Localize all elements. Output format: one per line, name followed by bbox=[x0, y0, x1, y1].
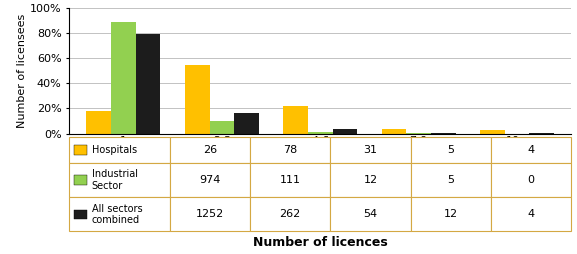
Text: 12: 12 bbox=[364, 175, 377, 185]
Bar bbox=[491, 137, 571, 163]
Bar bbox=[87, 111, 111, 134]
Text: All sectors
combined: All sectors combined bbox=[92, 203, 143, 225]
Text: Hospitals: Hospitals bbox=[92, 145, 137, 155]
Bar bbox=[480, 130, 505, 134]
Text: 12: 12 bbox=[444, 209, 458, 219]
Bar bbox=[170, 163, 250, 197]
Bar bbox=[111, 22, 136, 134]
Text: 4: 4 bbox=[527, 145, 535, 155]
Bar bbox=[411, 163, 491, 197]
Bar bbox=[74, 145, 87, 155]
Bar bbox=[170, 197, 250, 231]
Bar bbox=[406, 133, 431, 134]
Bar bbox=[250, 197, 330, 231]
Bar bbox=[250, 137, 330, 163]
Bar bbox=[74, 210, 87, 219]
Bar bbox=[69, 163, 170, 197]
Bar bbox=[234, 113, 258, 134]
Bar bbox=[431, 133, 456, 134]
Text: 4: 4 bbox=[527, 209, 535, 219]
Text: 5: 5 bbox=[447, 175, 454, 185]
Text: 1252: 1252 bbox=[196, 209, 224, 219]
Text: Industrial
Sector: Industrial Sector bbox=[92, 169, 138, 191]
Bar bbox=[136, 34, 160, 134]
Bar bbox=[530, 133, 554, 134]
Bar bbox=[69, 197, 170, 231]
Bar bbox=[411, 197, 491, 231]
Bar bbox=[332, 129, 357, 134]
Bar bbox=[491, 197, 571, 231]
Bar bbox=[308, 132, 332, 134]
Text: 31: 31 bbox=[364, 145, 377, 155]
Bar bbox=[185, 65, 209, 134]
Bar bbox=[283, 106, 308, 134]
Text: 0: 0 bbox=[527, 175, 534, 185]
Text: 5: 5 bbox=[447, 145, 454, 155]
Text: 262: 262 bbox=[279, 209, 301, 219]
Text: 974: 974 bbox=[199, 175, 220, 185]
Bar bbox=[382, 129, 406, 134]
Bar bbox=[209, 121, 234, 134]
Bar bbox=[69, 137, 170, 163]
Text: 26: 26 bbox=[203, 145, 217, 155]
Bar bbox=[74, 176, 87, 185]
Text: Number of licences: Number of licences bbox=[253, 236, 388, 249]
Y-axis label: Number of licensees: Number of licensees bbox=[17, 13, 27, 128]
Text: 54: 54 bbox=[364, 209, 377, 219]
Bar bbox=[330, 163, 411, 197]
Bar bbox=[491, 163, 571, 197]
Bar bbox=[170, 137, 250, 163]
Text: 78: 78 bbox=[283, 145, 297, 155]
Text: 111: 111 bbox=[280, 175, 301, 185]
Bar bbox=[330, 137, 411, 163]
Bar bbox=[330, 197, 411, 231]
Bar bbox=[250, 163, 330, 197]
Bar bbox=[411, 137, 491, 163]
